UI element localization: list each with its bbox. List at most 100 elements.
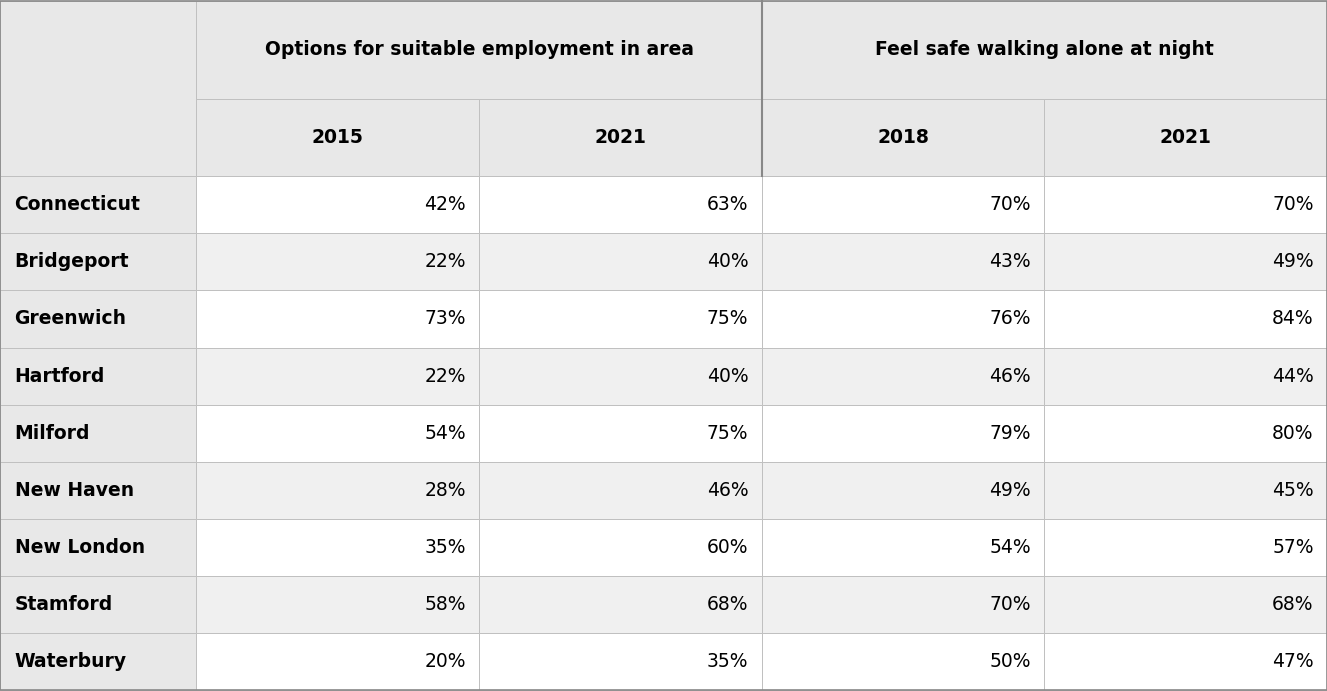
Text: 57%: 57% [1273,538,1314,557]
Bar [479,290,762,348]
Text: 2015: 2015 [312,128,364,147]
Bar [196,576,479,633]
Bar [1044,633,1327,690]
Text: 2021: 2021 [594,128,646,147]
Bar [479,519,762,576]
Bar [1044,576,1327,633]
Text: 43%: 43% [990,252,1031,272]
Text: 47%: 47% [1273,652,1314,672]
Text: Connecticut: Connecticut [15,195,141,214]
Bar [762,348,1044,405]
Bar [0,576,196,633]
Text: 20%: 20% [425,652,466,672]
Bar [1044,99,1327,176]
Text: 75%: 75% [707,310,748,328]
Bar [0,633,196,690]
Text: 2018: 2018 [877,128,929,147]
Text: 76%: 76% [990,310,1031,328]
Text: Stamford: Stamford [15,595,113,614]
Bar [479,176,762,234]
Bar [196,176,479,234]
Text: 46%: 46% [990,367,1031,386]
Text: New London: New London [15,538,145,557]
Text: Options for suitable employment in area: Options for suitable employment in area [264,40,694,59]
Bar [479,462,762,519]
Bar [1044,405,1327,462]
Text: 44%: 44% [1273,367,1314,386]
Text: 68%: 68% [707,595,748,614]
Bar [762,290,1044,348]
Bar [762,633,1044,690]
Bar [1044,348,1327,405]
Text: 22%: 22% [425,367,466,386]
Text: 42%: 42% [425,195,466,214]
Text: 49%: 49% [1273,252,1314,272]
Bar [196,348,479,405]
Text: 22%: 22% [425,252,466,272]
Bar [0,290,196,348]
Bar [762,462,1044,519]
Bar [196,234,479,290]
Bar [0,348,196,405]
Bar [196,99,479,176]
Bar [762,519,1044,576]
Text: 46%: 46% [707,481,748,500]
Text: Hartford: Hartford [15,367,105,386]
Bar [762,576,1044,633]
Text: 35%: 35% [425,538,466,557]
Text: 73%: 73% [425,310,466,328]
Text: Milford: Milford [15,424,90,443]
Bar [1044,176,1327,234]
Text: 35%: 35% [707,652,748,672]
Bar [196,633,479,690]
Bar [0,519,196,576]
Bar [762,234,1044,290]
Bar [196,1,762,99]
Bar [0,462,196,519]
Bar [762,176,1044,234]
Text: 50%: 50% [990,652,1031,672]
Bar [196,519,479,576]
Bar [1044,290,1327,348]
Text: 68%: 68% [1273,595,1314,614]
Bar [479,348,762,405]
Bar [1044,519,1327,576]
Text: 63%: 63% [707,195,748,214]
Text: 84%: 84% [1273,310,1314,328]
Text: Feel safe walking alone at night: Feel safe walking alone at night [874,40,1214,59]
Bar [0,234,196,290]
Text: 40%: 40% [707,252,748,272]
Bar [196,290,479,348]
Text: 80%: 80% [1273,424,1314,443]
Text: 28%: 28% [425,481,466,500]
Bar [479,234,762,290]
Text: 70%: 70% [1273,195,1314,214]
Text: 60%: 60% [707,538,748,557]
Text: 54%: 54% [425,424,466,443]
Text: 2021: 2021 [1160,128,1212,147]
Text: 40%: 40% [707,367,748,386]
Text: 58%: 58% [425,595,466,614]
Text: 70%: 70% [990,195,1031,214]
Text: 49%: 49% [990,481,1031,500]
Bar [762,405,1044,462]
Text: 54%: 54% [990,538,1031,557]
Bar [479,633,762,690]
Bar [479,405,762,462]
Bar [762,1,1327,99]
Text: 75%: 75% [707,424,748,443]
Bar [479,576,762,633]
Text: Bridgeport: Bridgeport [15,252,129,272]
Bar [0,405,196,462]
Text: 79%: 79% [990,424,1031,443]
Bar [196,462,479,519]
Text: Greenwich: Greenwich [15,310,126,328]
Bar [762,99,1044,176]
Bar [196,405,479,462]
Bar [0,1,196,176]
Bar [1044,234,1327,290]
Bar [1044,462,1327,519]
Text: Waterbury: Waterbury [15,652,126,672]
Text: 45%: 45% [1273,481,1314,500]
Bar [0,176,196,234]
